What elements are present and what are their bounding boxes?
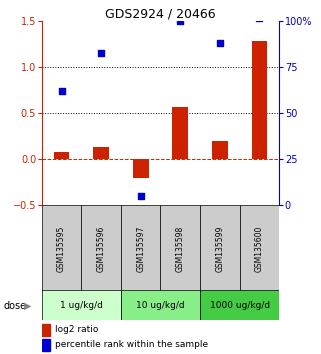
Point [59,88,64,94]
Bar [42,290,121,320]
Bar [54,152,69,159]
Point [217,40,222,46]
Text: ▶: ▶ [24,301,31,310]
Bar [42,205,81,292]
Bar [81,205,121,292]
Text: percentile rank within the sample: percentile rank within the sample [55,341,208,349]
Text: 1 ug/kg/d: 1 ug/kg/d [60,301,103,310]
Text: GSM135597: GSM135597 [136,225,145,272]
Bar [172,107,188,159]
Bar [212,141,228,159]
Text: 1000 ug/kg/d: 1000 ug/kg/d [210,301,270,310]
Text: 10 ug/kg/d: 10 ug/kg/d [136,301,185,310]
Point [178,18,183,24]
Text: GSM135595: GSM135595 [57,225,66,272]
Bar [121,205,160,292]
Text: log2 ratio: log2 ratio [55,325,98,334]
Bar [42,324,50,336]
Text: GSM135598: GSM135598 [176,225,185,272]
Bar [252,41,267,159]
Point [138,193,143,199]
Text: dose: dose [3,301,26,310]
Point [99,50,104,55]
Bar [160,205,200,292]
Point [257,15,262,21]
Bar [200,205,240,292]
Text: GSM135600: GSM135600 [255,225,264,272]
Bar [121,290,200,320]
Bar [42,339,50,350]
Bar [133,159,149,178]
Bar [240,205,279,292]
Bar [93,147,109,159]
Bar [200,290,279,320]
Text: GSM135596: GSM135596 [97,225,106,272]
Text: GSM135599: GSM135599 [215,225,224,272]
Title: GDS2924 / 20466: GDS2924 / 20466 [105,7,216,20]
